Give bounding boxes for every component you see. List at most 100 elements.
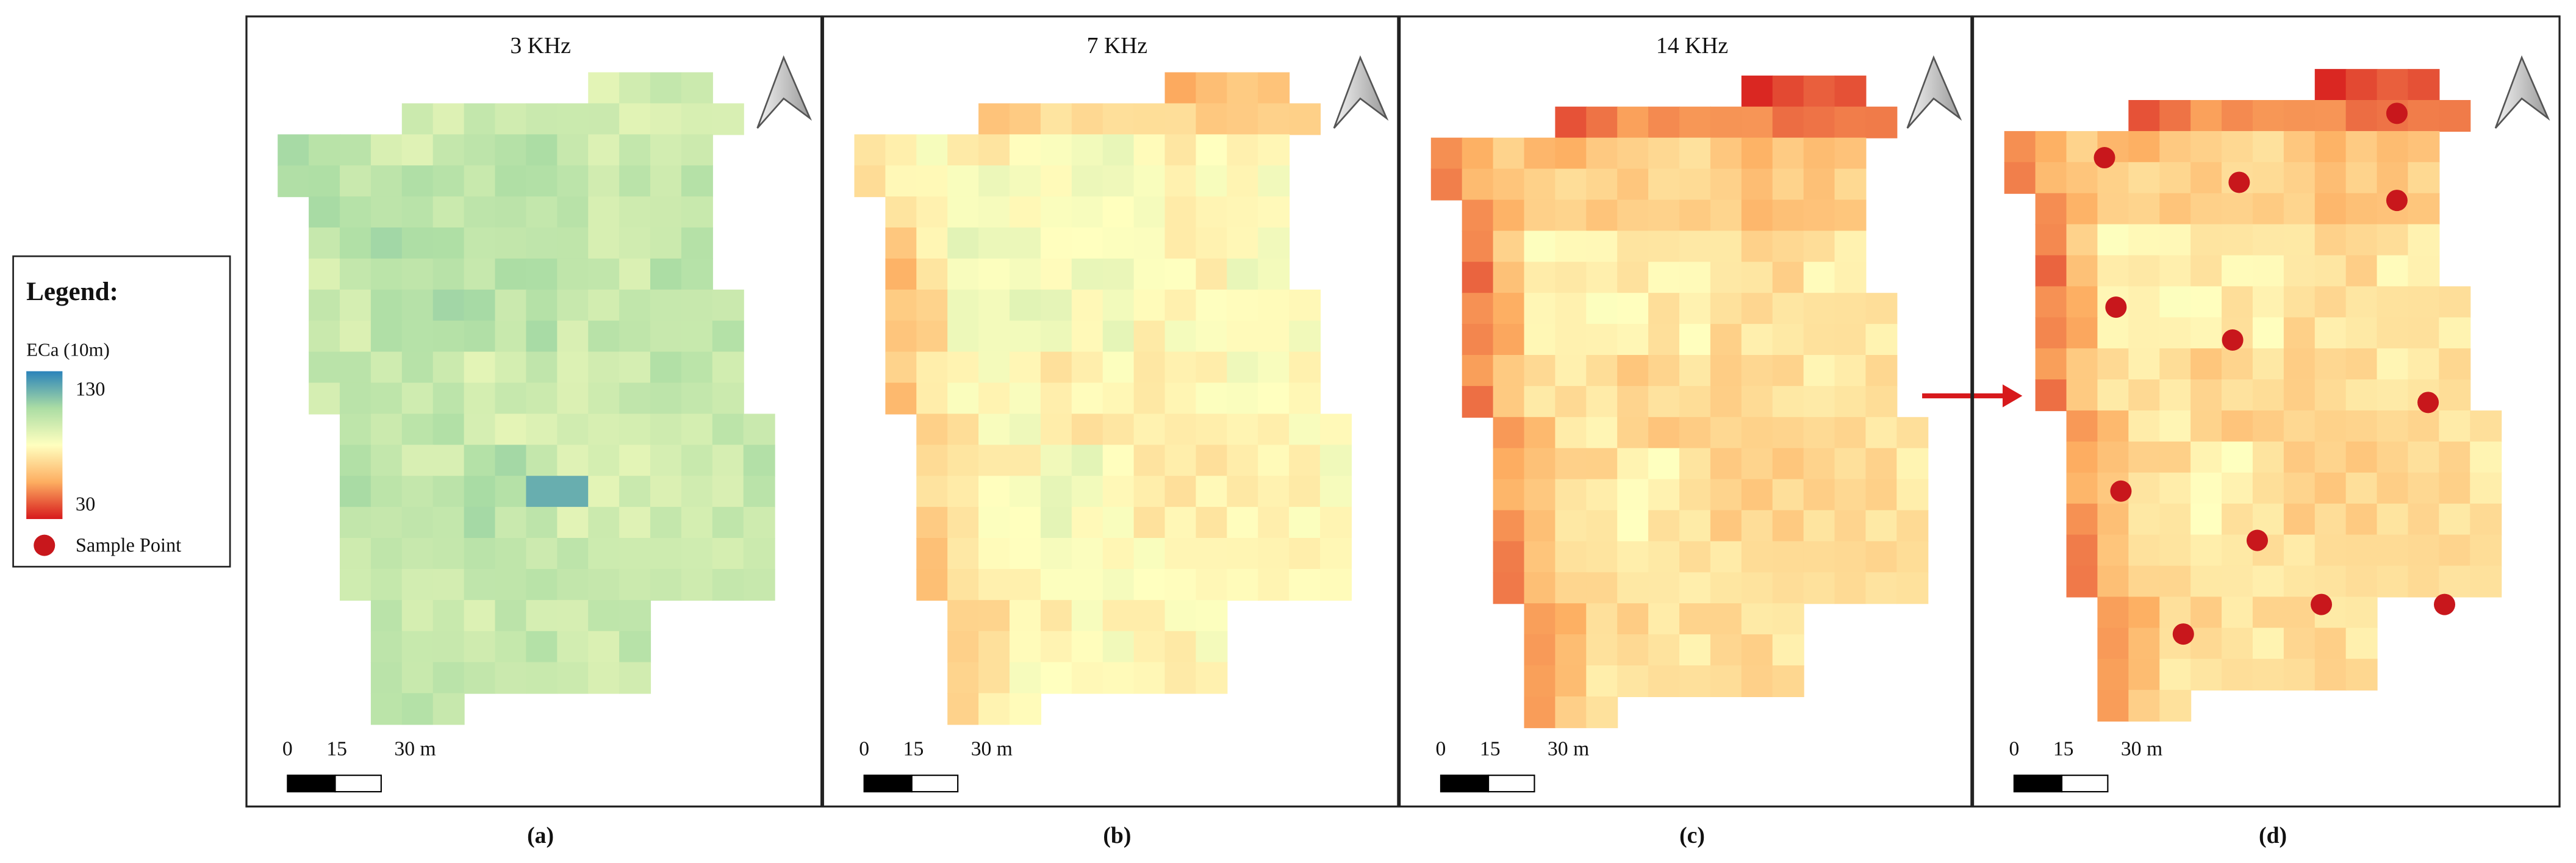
raster-cell [432, 196, 465, 229]
raster-cell [2159, 255, 2192, 287]
raster-cell [2377, 441, 2409, 473]
raster-cell [1648, 385, 1681, 418]
raster-cell [401, 320, 434, 353]
raster-cell [1524, 572, 1556, 604]
raster-cell [2066, 472, 2098, 504]
raster-cell [309, 289, 341, 321]
raster-cell [401, 289, 434, 321]
raster-cell [1865, 354, 1898, 387]
raster-cell [916, 320, 949, 353]
raster-cell [1524, 417, 1556, 449]
raster-cell [1164, 103, 1197, 135]
raster-cell [1227, 103, 1259, 135]
raster-cell [1071, 289, 1103, 321]
raster-cell [1524, 199, 1556, 232]
raster-cell [1586, 665, 1618, 697]
raster-cell [1071, 568, 1103, 601]
raster-cell [916, 289, 949, 321]
raster-cell [1196, 258, 1228, 290]
raster-cell [432, 507, 465, 539]
raster-cell [1071, 134, 1103, 167]
raster-cell [978, 196, 1011, 229]
raster-cell [1196, 414, 1228, 446]
raster-cell [2345, 317, 2378, 349]
raster-cell [1865, 385, 1898, 418]
raster-cell [1289, 351, 1321, 384]
raster-cell [1258, 258, 1290, 290]
raster-cell [2222, 348, 2254, 381]
raster-cell [681, 134, 713, 167]
raster-cell [370, 289, 403, 321]
sample-point [2433, 593, 2456, 615]
raster-cell [1803, 417, 1835, 449]
raster-cell [1258, 103, 1290, 135]
raster-cell [1102, 600, 1135, 632]
raster-cell [1772, 106, 1804, 138]
raster-cell [2035, 224, 2067, 256]
raster-cell [464, 538, 496, 570]
raster-cell [681, 538, 713, 570]
raster-cell [650, 227, 682, 259]
raster-cell [2345, 286, 2378, 318]
raster-cell [885, 320, 917, 353]
raster-cell [650, 568, 682, 601]
raster-cell [1462, 231, 1494, 263]
raster-cell [2222, 441, 2254, 473]
raster-cell [2190, 503, 2223, 535]
raster-cell [1493, 417, 1525, 449]
raster-cell [1679, 385, 1711, 418]
raster-cell [1196, 72, 1228, 104]
raster-cell [1586, 572, 1618, 604]
raster-cell [1010, 227, 1041, 259]
raster-cell [1010, 382, 1041, 415]
raster-cell [432, 258, 465, 290]
raster-cell [1834, 324, 1867, 356]
raster-cell [619, 103, 651, 135]
legend-min: 30 [76, 493, 95, 515]
raster-cell [1679, 479, 1711, 511]
raster-cell [1741, 385, 1773, 418]
raster-cell [2314, 628, 2347, 660]
raster-cell [978, 382, 1011, 415]
raster-cell [2314, 193, 2347, 225]
raster-cell [1679, 634, 1711, 667]
raster-cell [1102, 414, 1135, 446]
raster-cell [2283, 534, 2316, 567]
raster-cell [1617, 417, 1649, 449]
raster-cell [743, 538, 775, 570]
raster-cell [2408, 162, 2440, 194]
raster-cell [526, 568, 558, 601]
raster-cell [2470, 441, 2502, 473]
raster-cell [2035, 286, 2067, 318]
raster-cell [916, 414, 949, 446]
raster-cell [1102, 103, 1135, 135]
raster-cell [2190, 255, 2223, 287]
raster-cell [2159, 224, 2192, 256]
raster-cell [681, 382, 713, 415]
raster-cell [464, 227, 496, 259]
raster-cell [2345, 131, 2378, 163]
raster-cell [1258, 227, 1290, 259]
raster-cell [1010, 476, 1041, 508]
raster-cell [1679, 417, 1711, 449]
raster-cell [2439, 472, 2471, 504]
raster-cell [1741, 665, 1773, 697]
raster-cell [1102, 258, 1135, 290]
raster-cell [854, 165, 886, 198]
raster-cell [1555, 572, 1587, 604]
raster-cell [1164, 568, 1197, 601]
raster-cell [526, 538, 558, 570]
scale-label: 0 [2009, 738, 2019, 761]
raster-cell [619, 320, 651, 353]
raster-cell [2408, 472, 2440, 504]
raster-cell [1462, 354, 1494, 387]
raster-cell [1710, 541, 1742, 573]
raster-cell [1679, 510, 1711, 542]
raster-cell [1617, 168, 1649, 201]
raster-cell [712, 476, 744, 508]
raster-cell [2345, 100, 2378, 132]
raster-cell [2222, 565, 2254, 598]
raster-cell [2408, 317, 2440, 349]
raster-cell [1258, 382, 1290, 415]
raster-cell [681, 227, 713, 259]
